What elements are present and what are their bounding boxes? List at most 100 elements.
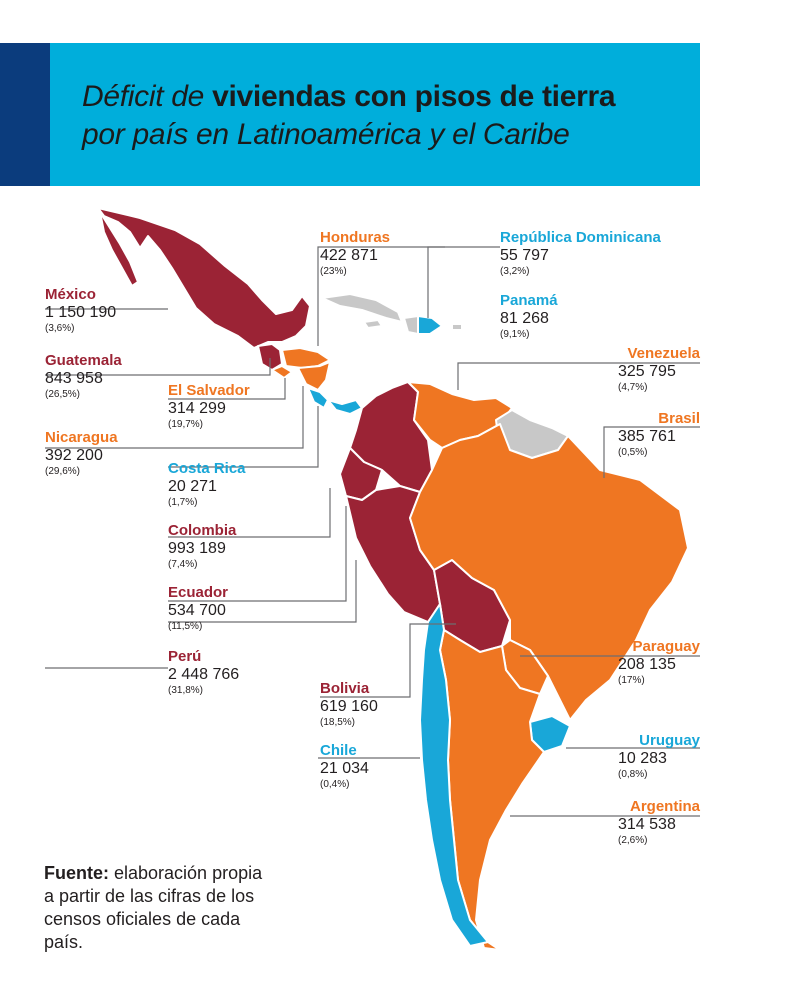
map-jamaica [363,319,383,329]
leader-nicaragua [45,386,304,449]
label-chile-pct: (0,4%) [320,779,350,790]
label-paraguay-value: 208 135 [618,656,676,673]
label-costa-rica: Costa Rica 20 271 (1,7%) [168,460,246,510]
label-mexico-value: 1 150 190 [45,304,117,321]
label-honduras-value: 422 871 [320,247,378,264]
label-dominicana: República Dominicana 55 797 (3,2%) [500,229,661,279]
map-dominicana [417,315,443,335]
map-brazil [409,423,689,721]
label-costa-rica-value: 20 271 [168,478,217,495]
label-paraguay-name: Paraguay [632,638,700,655]
label-el-salvador-name: El Salvador [168,382,250,399]
leader-colombia [168,488,331,538]
map-cuba [321,293,403,323]
label-mexico-pct: (3,6%) [45,323,75,334]
map-puerto-rico [451,323,463,331]
label-bolivia-value: 619 160 [320,698,378,715]
source-note: Fuente: elaboración propia a partir de l… [44,862,264,954]
label-guatemala-name: Guatemala [45,352,122,369]
label-mexico-name: México [45,286,96,303]
leader-ecuador [168,506,347,602]
leader-dominicana [427,246,500,318]
label-brasil-value: 385 761 [618,428,676,445]
leader-costa-rica [168,406,319,468]
label-dominicana-pct: (3,2%) [500,266,530,277]
map-mexico [97,207,311,349]
label-peru-value: 2 448 766 [168,666,240,683]
label-uruguay-name: Uruguay [639,732,700,749]
map-costa-rica [307,387,329,409]
label-honduras: Honduras 422 871 (23%) [320,229,390,279]
label-guatemala: Guatemala 843 958 (26,5%) [45,352,122,402]
map-el-salvador [271,365,293,379]
leader-peru-2 [168,560,357,623]
label-peru-pct: (31,8%) [168,685,204,696]
leader-bolivia [320,623,456,698]
label-paraguay: Paraguay 208 135 (17%) [618,638,700,688]
label-venezuela-name: Venezuela [627,345,700,362]
banner-stripe [0,43,50,186]
label-panama-pct: (9,1%) [500,329,530,340]
label-argentina: Argentina 314 538 (2,6%) [618,798,700,848]
label-panama-value: 81 268 [500,310,549,327]
leader-brasil [603,426,700,478]
label-brasil-pct: (0,5%) [618,447,648,458]
label-nicaragua: Nicaragua 392 200 (29,6%) [45,429,118,479]
title-italic-2: por país en Latinoamérica y el Caribe [82,118,570,151]
label-costa-rica-pct: (1,7%) [168,497,198,508]
label-nicaragua-value: 392 200 [45,447,103,464]
label-ecuador-value: 534 700 [168,602,226,619]
label-bolivia-name: Bolivia [320,680,370,697]
leader-guatemala [45,358,271,376]
leader-lines [45,246,700,817]
label-uruguay-value: 10 283 [618,750,667,767]
label-el-salvador-value: 314 299 [168,400,226,417]
label-panama-name: Panamá [500,292,558,309]
label-colombia-pct: (7,4%) [168,559,198,570]
label-ecuador-name: Ecuador [168,584,229,601]
label-argentina-pct: (2,6%) [618,835,648,846]
label-venezuela-pct: (4,7%) [618,382,648,393]
map-panama [327,399,363,415]
leader-venezuela [457,362,700,390]
label-nicaragua-name: Nicaragua [45,429,118,446]
title-bold: viviendas con pisos de tierra [212,80,616,113]
title-banner [0,43,700,186]
label-colombia-value: 993 189 [168,540,226,557]
label-peru-name: Perú [168,648,202,665]
label-venezuela: Venezuela 325 795 (4,7%) [618,345,700,395]
title-italic-1: Déficit de [82,80,205,113]
label-panama: Panamá 81 268 (9,1%) [500,292,558,342]
leader-el-salvador [168,378,286,400]
label-uruguay: Uruguay 10 283 (0,8%) [618,732,700,782]
label-paraguay-pct: (17%) [618,675,645,686]
label-peru: Perú 2 448 766 (31,8%) [168,648,239,698]
map-guatemala [257,343,283,371]
label-argentina-name: Argentina [629,798,700,815]
label-dominicana-name: República Dominicana [500,229,661,246]
label-colombia-name: Colombia [168,522,237,539]
label-venezuela-value: 325 795 [618,363,676,380]
label-guatemala-value: 843 958 [45,370,103,387]
label-brasil-name: Brasil [658,410,700,427]
label-honduras-pct: (23%) [320,266,347,277]
label-uruguay-pct: (0,8%) [618,769,648,780]
source-label: Fuente: [44,863,109,883]
label-nicaragua-pct: (29,6%) [45,466,81,477]
label-chile-value: 21 034 [320,760,369,777]
label-bolivia-pct: (18,5%) [320,717,356,728]
label-colombia: Colombia 993 189 (7,4%) [168,522,236,572]
label-guatemala-pct: (26,5%) [45,389,81,400]
map-nicaragua [297,361,331,391]
label-honduras-name: Honduras [320,229,391,246]
map-honduras [281,347,331,369]
map-baja [99,211,139,287]
label-chile: Chile 21 034 (0,4%) [320,742,369,792]
page-title: Déficit de viviendas con pisos de tierra… [82,78,616,154]
label-el-salvador: El Salvador 314 299 (19,7%) [168,382,250,432]
label-mexico: México 1 150 190 (3,6%) [45,286,116,336]
label-brasil: Brasil 385 761 (0,5%) [618,410,700,460]
leader-honduras [317,246,445,346]
label-bolivia: Bolivia 619 160 (18,5%) [320,680,378,730]
